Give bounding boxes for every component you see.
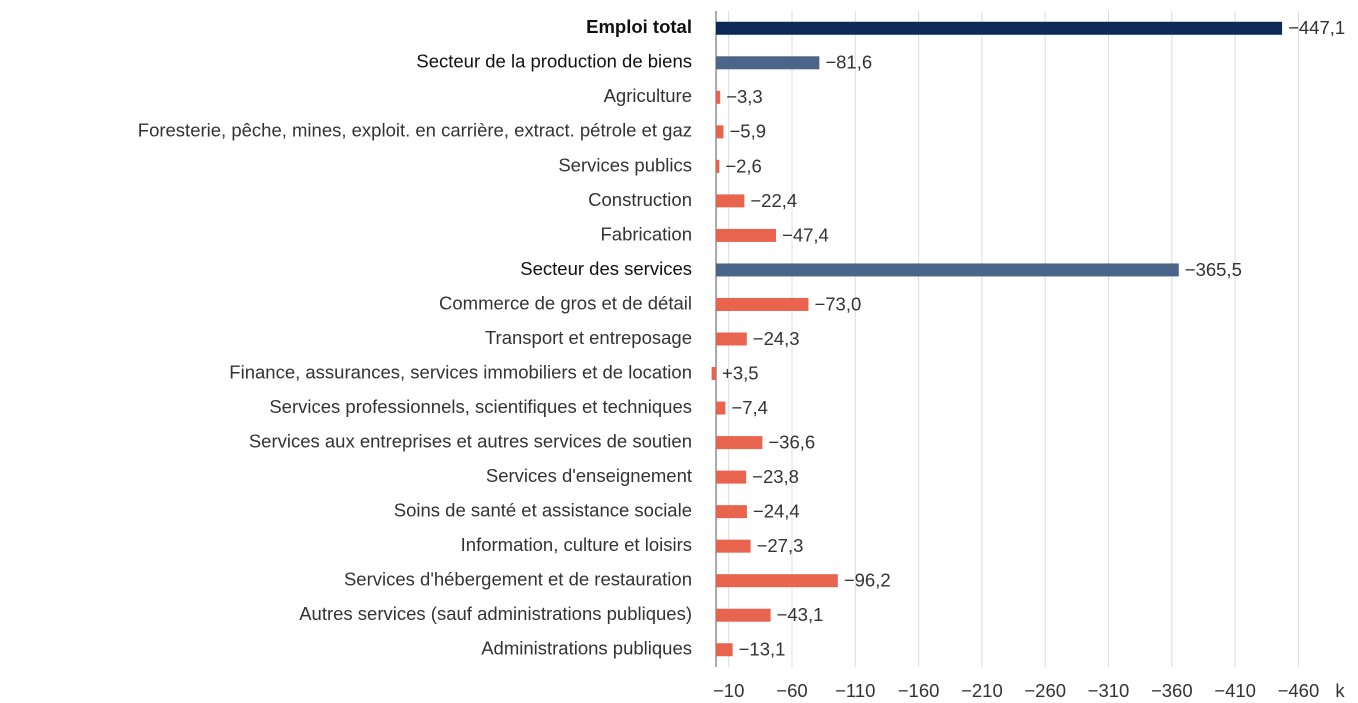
x-tick-label: −460 — [1278, 680, 1320, 701]
bar — [716, 56, 820, 70]
x-tick-label: −260 — [1024, 680, 1066, 701]
bar — [716, 505, 747, 519]
value-label: −2,6 — [725, 155, 762, 176]
value-label: −22,4 — [750, 190, 797, 211]
x-tick-label: −310 — [1088, 680, 1130, 701]
y-tick-label: Services d'hébergement et de restauratio… — [344, 569, 692, 590]
value-label: +3,5 — [722, 362, 759, 383]
value-label: −24,3 — [753, 328, 800, 349]
value-label: −13,1 — [739, 639, 786, 660]
y-tick-label: Fabrication — [600, 223, 692, 244]
value-label: −36,6 — [768, 431, 815, 452]
bar — [716, 297, 809, 311]
y-tick-label: Emploi total — [586, 16, 692, 37]
y-tick-label: Transport et entreposage — [485, 327, 692, 348]
x-tick-label: −110 — [835, 680, 875, 701]
y-tick-label: Construction — [588, 189, 692, 210]
bar — [716, 125, 724, 139]
value-label: −96,2 — [844, 570, 891, 591]
y-tick-label: Finance, assurances, services immobilier… — [229, 361, 692, 382]
bar — [716, 228, 777, 242]
bar — [716, 574, 838, 588]
x-tick-label: −160 — [898, 680, 940, 701]
value-label: −81,6 — [825, 52, 872, 73]
value-label: −47,4 — [782, 224, 829, 245]
bar — [716, 263, 1179, 277]
y-tick-label: Soins de santé et assistance sociale — [394, 500, 692, 521]
x-tick-label: −360 — [1151, 680, 1193, 701]
value-label: −7,4 — [731, 397, 768, 418]
y-tick-label: Services d'enseignement — [486, 465, 692, 486]
bar — [716, 539, 751, 553]
y-tick-label: Services publics — [558, 154, 692, 175]
bar — [716, 194, 745, 208]
value-label: −27,3 — [757, 535, 804, 556]
y-tick-label: Foresterie, pêche, mines, exploit. en ca… — [138, 120, 692, 141]
bar — [716, 21, 1283, 35]
x-tick-label: −10 — [713, 680, 744, 701]
value-label: −43,1 — [777, 604, 824, 625]
value-label: −23,8 — [752, 466, 799, 487]
x-axis-unit: k — [1335, 680, 1345, 701]
bar — [711, 367, 717, 381]
value-label: −5,9 — [729, 121, 766, 142]
y-tick-label: Commerce de gros et de détail — [439, 292, 692, 313]
x-tick-label: −210 — [961, 680, 1003, 701]
y-tick-label: Agriculture — [604, 85, 692, 106]
y-tick-label: Administrations publiques — [481, 638, 692, 659]
x-tick-label: −410 — [1214, 680, 1256, 701]
value-label: −447,1 — [1288, 17, 1345, 38]
value-label: −3,3 — [726, 86, 763, 107]
bar — [716, 401, 726, 415]
value-label: −365,5 — [1185, 259, 1242, 280]
bar — [716, 643, 733, 657]
y-tick-label: Secteur de la production de biens — [416, 51, 692, 72]
y-tick-label: Autres services (sauf administrations pu… — [299, 603, 692, 624]
y-tick-label: Services aux entreprises et autres servi… — [249, 430, 692, 451]
y-tick-label: Information, culture et loisirs — [461, 534, 692, 555]
bar — [716, 159, 720, 173]
bar — [716, 90, 721, 104]
y-tick-label: Secteur des services — [520, 258, 692, 279]
value-label: −24,4 — [753, 501, 800, 522]
bar — [716, 470, 747, 484]
bar — [716, 332, 747, 346]
x-tick-label: −60 — [776, 680, 807, 701]
value-label: −73,0 — [814, 293, 861, 314]
bar — [716, 436, 763, 450]
y-tick-label: Services professionnels, scientifiques e… — [269, 396, 692, 417]
bar — [716, 608, 771, 622]
